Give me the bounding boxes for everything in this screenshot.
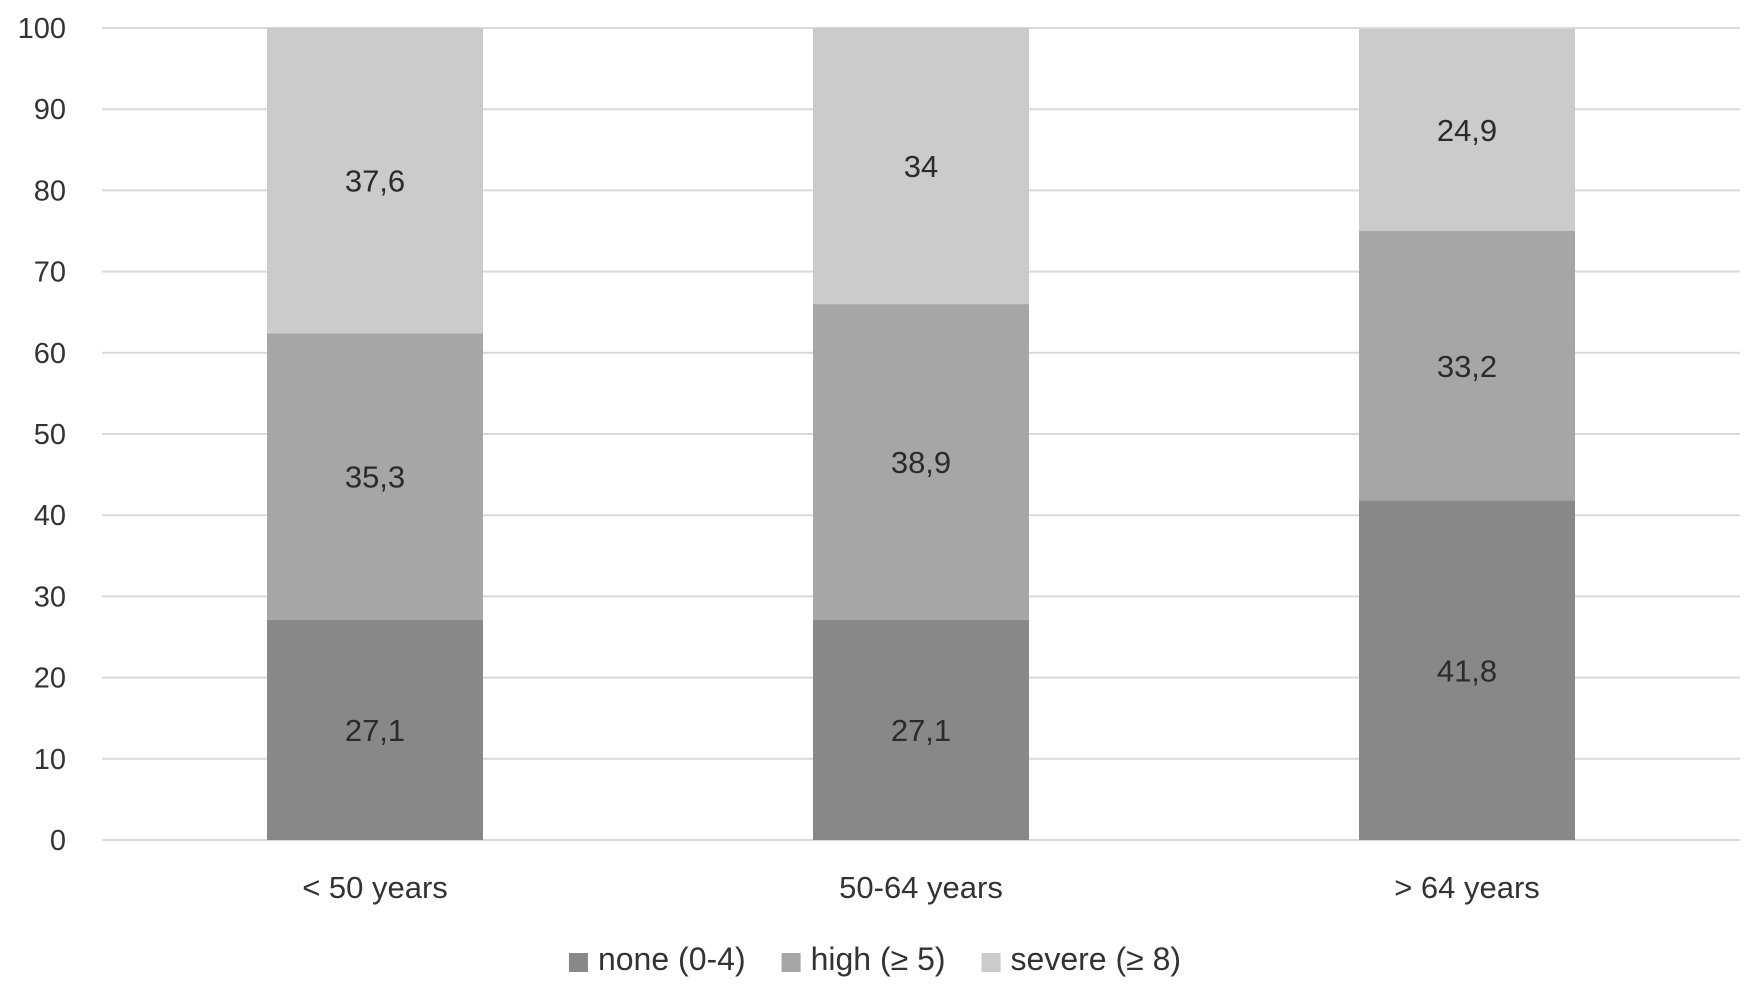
x-category-label: 50-64 years xyxy=(839,870,1003,905)
data-label: 38,9 xyxy=(891,445,951,480)
bar-segment xyxy=(1359,231,1575,501)
x-category-label: > 64 years xyxy=(1394,870,1540,905)
legend-item: severe (≥ 8) xyxy=(981,941,1182,977)
y-tick-label: 20 xyxy=(34,663,66,695)
y-tick-label: 90 xyxy=(34,94,66,126)
y-tick-label: 80 xyxy=(34,175,66,207)
legend-item: high (≥ 5) xyxy=(781,941,946,977)
y-tick-label: 10 xyxy=(34,744,66,776)
y-tick-label: 100 xyxy=(18,13,66,45)
bar-segment xyxy=(813,304,1029,620)
data-label: 35,3 xyxy=(345,460,405,495)
bars xyxy=(267,28,1575,840)
data-labels: 27,1 35,3 37,6 27,1 38,9 34 41,8 33,2 24,9 xyxy=(345,113,1497,748)
legend-label: none (0-4) xyxy=(598,941,746,977)
data-label: 24,9 xyxy=(1437,113,1497,148)
bar-segment xyxy=(267,28,483,334)
y-axis-tick-labels: 0 10 20 30 40 50 60 70 80 90 100 xyxy=(18,13,66,857)
y-tick-label: 40 xyxy=(34,500,66,532)
data-label: 33,2 xyxy=(1437,349,1497,384)
y-tick-label: 70 xyxy=(34,257,66,289)
y-tick-label: 0 xyxy=(50,825,66,857)
legend-label: severe (≥ 8) xyxy=(1011,941,1182,977)
data-label: 27,1 xyxy=(891,713,951,748)
data-label: 41,8 xyxy=(1437,653,1497,688)
x-category-label: < 50 years xyxy=(302,870,448,905)
x-axis-category-labels: < 50 years 50-64 years > 64 years xyxy=(302,870,1540,905)
legend-label: high (≥ 5) xyxy=(811,941,946,977)
legend-swatch xyxy=(568,953,588,972)
bar-segment xyxy=(813,28,1029,305)
y-tick-label: 50 xyxy=(34,419,66,451)
y-tick-label: 30 xyxy=(34,581,66,613)
data-label: 37,6 xyxy=(345,164,405,199)
bar-segment xyxy=(813,619,1029,840)
legend: none (0-4) high (≥ 5) severe (≥ 8) xyxy=(568,941,1182,977)
legend-item: none (0-4) xyxy=(568,941,746,977)
legend-swatch xyxy=(981,953,1001,972)
y-tick-label: 60 xyxy=(34,338,66,370)
bar-segment xyxy=(1359,500,1575,840)
data-label: 27,1 xyxy=(345,713,405,748)
bar-segment xyxy=(267,619,483,840)
bar-segment xyxy=(1359,28,1575,232)
data-label: 34 xyxy=(904,149,938,184)
bar-segment xyxy=(267,333,483,620)
legend-swatch xyxy=(781,953,801,972)
